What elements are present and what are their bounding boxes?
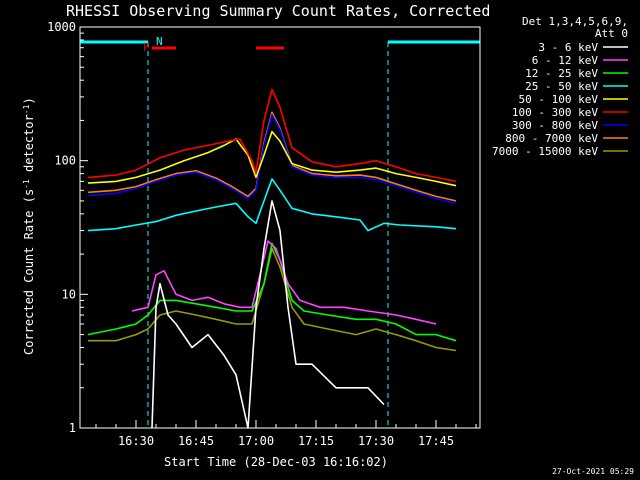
series-line-0 — [151, 200, 385, 429]
x-tick-label: 17:30 — [358, 434, 394, 448]
series-line-5 — [87, 88, 457, 183]
legend-detectors: Det 1,3,4,5,6,9, — [522, 15, 628, 28]
chart-title: RHESSI Observing Summary Count Rates, Co… — [66, 2, 490, 20]
series-line-4 — [87, 130, 457, 187]
legend-entry-label: 25 - 50 keV — [525, 80, 598, 93]
y-axis-label: Corrected Count Rate (s-1 detector-1) — [22, 97, 37, 355]
x-tick-label: 17:15 — [298, 434, 334, 448]
legend-entry-label: 800 - 7000 keV — [505, 132, 598, 145]
legend-entry-label: 50 - 100 keV — [519, 93, 599, 106]
generated-timestamp: 27-Oct-2021 05:29 — [552, 467, 634, 476]
x-tick-label: 17:45 — [418, 434, 454, 448]
x-axis-label: Start Time (28-Dec-03 16:16:02) — [164, 455, 388, 469]
y-tick-label: 1 — [69, 421, 76, 435]
y-tick-label: 10 — [62, 287, 76, 301]
flare-flag-label: F — [143, 41, 150, 54]
series-line-6 — [87, 114, 457, 205]
legend-attenuator: Att 0 — [595, 27, 628, 40]
plot-frame — [79, 26, 481, 429]
legend-entry-label: 6 - 12 keV — [532, 54, 599, 67]
series-line-8 — [88, 247, 457, 352]
y-tick-label: 100 — [54, 154, 76, 168]
y-axis-ticks: 1 10 100 1000 — [47, 20, 88, 435]
x-tick-label: 16:45 — [178, 434, 214, 448]
series-lines — [87, 88, 457, 429]
legend-entry-label: 300 - 800 keV — [512, 119, 598, 132]
legend-entry-label: 12 - 25 keV — [525, 67, 598, 80]
legend-entry-label: 3 - 6 keV — [538, 41, 598, 54]
x-axis-ticks: 16:30 16:45 17:00 17:15 17:30 17:45 — [95, 420, 477, 448]
legend-entry-label: 100 - 300 keV — [512, 106, 598, 119]
series-line-3 — [87, 178, 457, 232]
series-line-2 — [87, 242, 457, 342]
night-flag-label: N — [156, 35, 163, 48]
legend-entry-label: 7000 - 15000 keV — [492, 145, 598, 158]
y-tick-label: 1000 — [47, 20, 76, 34]
x-tick-label: 16:30 — [118, 434, 154, 448]
x-tick-label: 17:00 — [238, 434, 274, 448]
